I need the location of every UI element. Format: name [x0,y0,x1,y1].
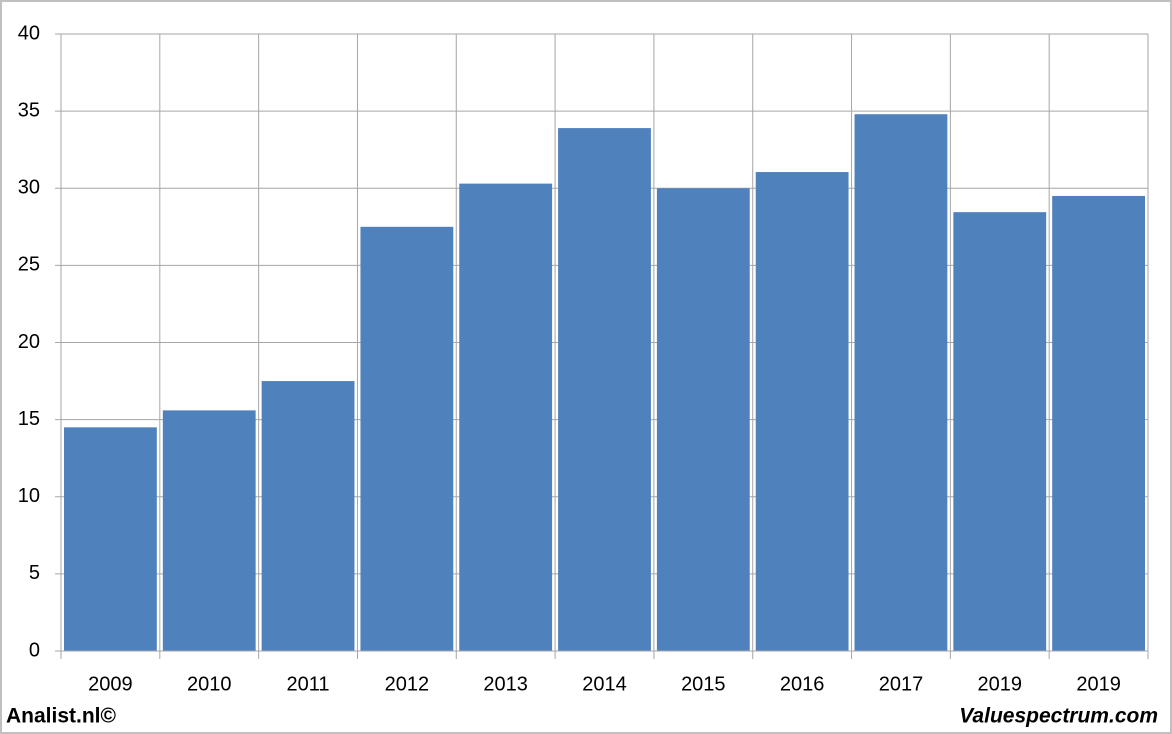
x-tick-label: 2019 [1076,673,1121,695]
x-tick-label: 2019 [978,673,1023,695]
x-tick-label: 2016 [780,673,825,695]
y-tick-label: 0 [29,639,40,661]
bar [64,427,157,651]
bar [558,128,651,651]
y-tick-label: 30 [18,177,40,199]
x-tick-label: 2012 [385,673,430,695]
x-tick-label: 2010 [187,673,232,695]
bar [953,212,1047,651]
bar [854,114,948,651]
bar [162,410,256,651]
source-right: Valuespectrum.com [959,705,1158,728]
y-tick-label: 35 [18,99,40,121]
bar [261,381,355,651]
x-tick-label: 2015 [681,673,726,695]
x-tick-label: 2017 [879,673,924,695]
y-tick-label: 5 [29,562,40,584]
bar [360,226,454,651]
x-tick-label: 2013 [483,673,528,695]
x-tick-label: 2009 [88,673,133,695]
bar [755,172,849,651]
y-tick-label: 20 [18,331,40,353]
bar [1052,195,1145,651]
y-tick-label: 10 [18,485,40,507]
y-tick-label: 25 [18,254,40,276]
bar [459,183,553,651]
x-tick-label: 2011 [287,673,330,695]
y-tick-label: 15 [18,408,40,430]
x-tick-label: 2014 [582,673,627,695]
source-left: Analist.nl© [6,705,117,728]
bar [656,188,750,651]
y-tick-label: 40 [18,22,40,44]
